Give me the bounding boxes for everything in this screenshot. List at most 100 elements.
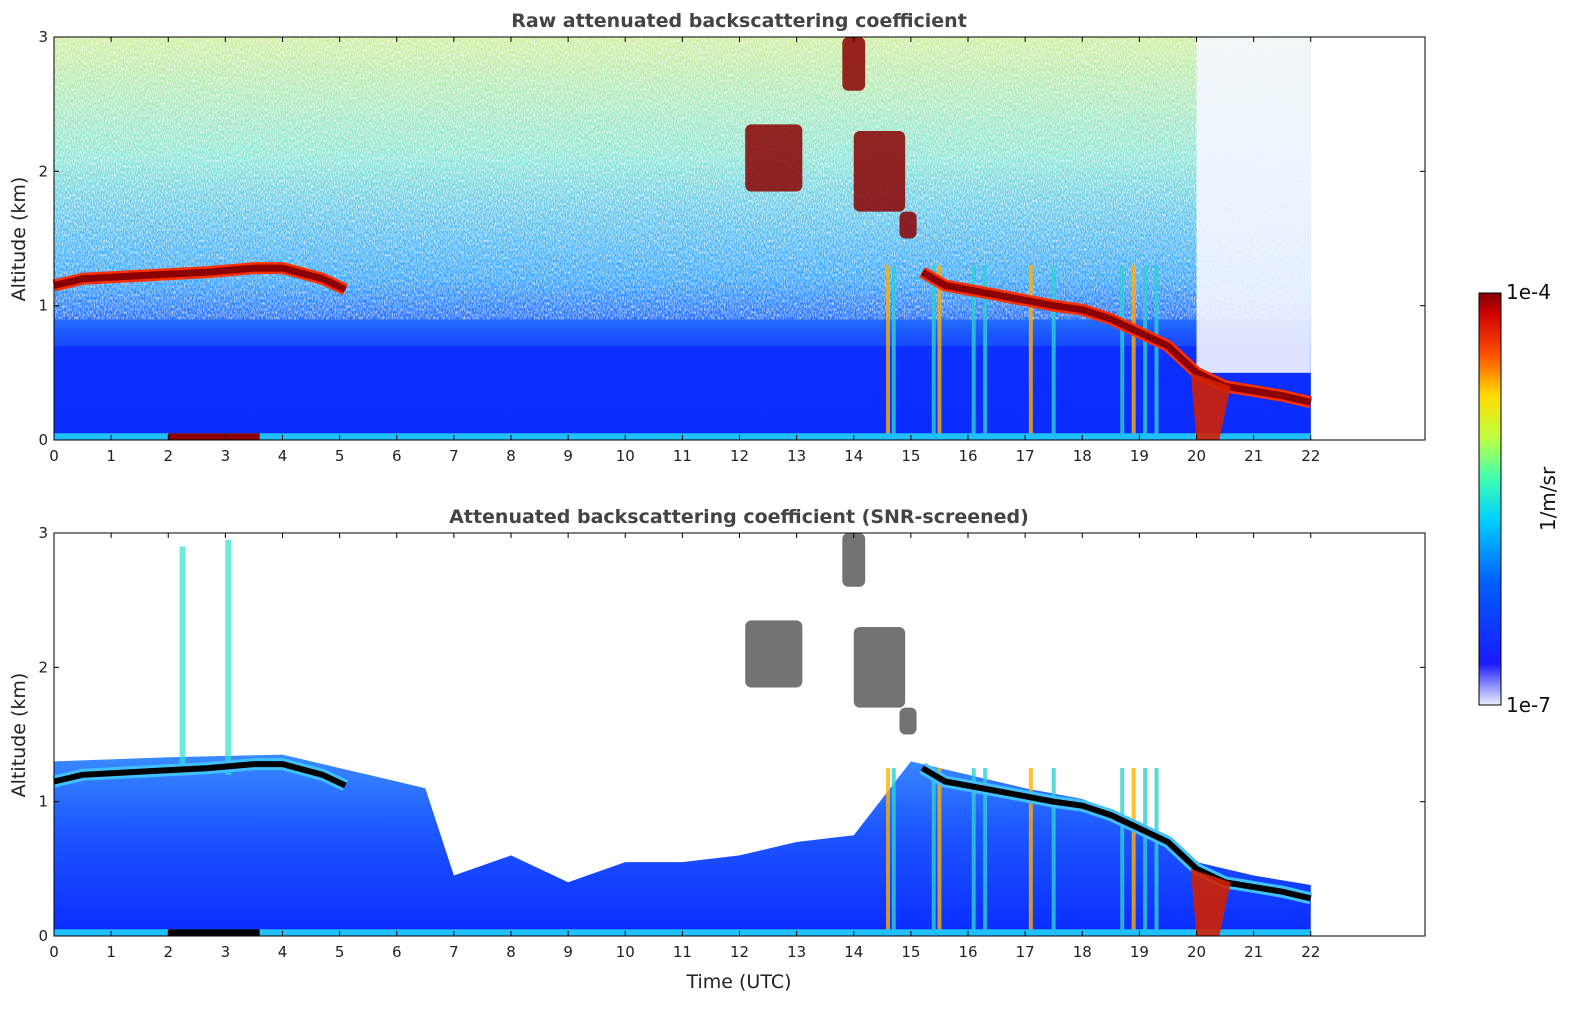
screened-signal-field [54, 754, 1311, 936]
precipitation-streak [983, 768, 988, 936]
y-axis-label-raw: Altitude (km) [8, 177, 30, 302]
cloud-feature [899, 707, 917, 735]
x-tick-label: 5 [335, 943, 345, 961]
x-tick-label: 3 [221, 447, 231, 465]
screened-backscatter-panel: Attenuated backscattering coefficient (S… [8, 506, 1426, 993]
y-tick-label: 0 [38, 927, 48, 945]
x-tick-label: 15 [901, 447, 920, 465]
y-tick-label: 1 [38, 297, 48, 315]
cloud-feature [899, 211, 917, 239]
x-tick-label: 19 [1130, 447, 1149, 465]
cloud-base-layer [920, 269, 1312, 406]
colorbar: 1e-4 1e-7 1/m/sr [1478, 280, 1560, 717]
precipitation-streak [1131, 768, 1136, 936]
precipitation-streak [1154, 768, 1159, 936]
x-tick-label: 0 [49, 943, 59, 961]
x-tick-label: 8 [506, 447, 516, 465]
precipitation-streak [983, 265, 988, 440]
x-tick-label: 17 [1016, 943, 1035, 961]
precipitation-streak [1051, 265, 1056, 440]
x-tick-label: 19 [1130, 943, 1149, 961]
x-tick-label: 22 [1301, 447, 1320, 465]
y-tick-label: 1 [38, 793, 48, 811]
cloud-feature [853, 627, 906, 708]
precipitation-streak [937, 265, 942, 440]
x-tick-label: 2 [163, 943, 173, 961]
cloud-base-layer [53, 761, 347, 789]
colorbar-min-label: 1e-7 [1506, 693, 1551, 717]
raw-clear-region [1196, 37, 1311, 373]
x-tick-label: 14 [844, 943, 863, 961]
x-tick-label: 10 [616, 943, 635, 961]
x-tick-label: 4 [278, 447, 288, 465]
x-tick-label: 13 [787, 943, 806, 961]
precipitation-streak [1051, 768, 1056, 936]
precipitation-streak [971, 768, 976, 936]
precipitation-streak [1120, 265, 1125, 440]
x-tick-label: 18 [1073, 447, 1092, 465]
x-tick-label: 8 [506, 943, 516, 961]
precipitation-streak [931, 265, 936, 440]
x-tick-label: 12 [730, 943, 749, 961]
x-tick-label: 13 [787, 447, 806, 465]
y-axis-screened: 0 1 2 3 [38, 524, 1425, 945]
x-tick-label: 1 [106, 447, 116, 465]
precipitation-streak [1143, 768, 1148, 936]
colorbar-gradient [1478, 292, 1502, 706]
cloud-base-layer [920, 765, 1312, 902]
x-tick-label: 17 [1016, 447, 1035, 465]
x-tick-label: 4 [278, 943, 288, 961]
x-tick-label: 18 [1073, 943, 1092, 961]
surface-fog-patch [168, 433, 260, 440]
x-tick-label: 20 [1187, 943, 1206, 961]
raw-aerosol-layer [54, 345, 1311, 440]
x-axis-screened: 0 1 2 3 4 5 6 7 8 9 10 11 12 13 14 15 16 17 18 19 20 21 22 [49, 533, 1320, 961]
x-tick-label: 11 [673, 943, 692, 961]
precipitation-streak [1131, 265, 1136, 440]
y-tick-label: 0 [38, 431, 48, 449]
precipitation-streak [937, 768, 942, 936]
x-tick-label: 15 [901, 943, 920, 961]
chart-title-screened: Attenuated backscattering coefficient (S… [449, 506, 1029, 528]
y-axis-raw: 0 1 2 3 [38, 28, 1425, 449]
precipitation-streak [886, 265, 891, 440]
colorbar-max-label: 1e-4 [1506, 280, 1551, 304]
aerosol-plume [179, 546, 186, 775]
chart-title-raw: Raw attenuated backscattering coefficien… [511, 10, 967, 32]
cloud-feature [842, 533, 866, 587]
cloud-feature [842, 37, 866, 91]
x-tick-label: 20 [1187, 447, 1206, 465]
precipitation-streak [1120, 768, 1125, 936]
y-tick-label: 2 [38, 162, 48, 180]
x-tick-label: 7 [449, 447, 459, 465]
x-tick-label: 5 [335, 447, 345, 465]
x-tick-label: 22 [1301, 943, 1320, 961]
x-tick-label: 16 [958, 447, 977, 465]
x-tick-label: 0 [49, 447, 59, 465]
precipitation-streak [1143, 265, 1148, 440]
x-axis-raw: 0 1 2 3 4 5 6 7 8 9 10 11 12 13 14 15 16 17 18 19 20 21 22 [49, 37, 1320, 465]
x-tick-label: 7 [449, 943, 459, 961]
x-tick-label: 9 [563, 943, 573, 961]
rain-shaft [1190, 372, 1231, 440]
cloud-base-layer [53, 264, 347, 293]
precipitation-streak [1028, 768, 1033, 936]
x-tick-label: 6 [392, 447, 402, 465]
x-tick-label: 10 [616, 447, 635, 465]
x-tick-label: 1 [106, 943, 116, 961]
cloud-feature [853, 131, 906, 212]
precipitation-streak [891, 265, 896, 440]
y-axis-label-screened: Altitude (km) [8, 673, 30, 798]
cloud-feature [745, 124, 803, 192]
screened-heatmap-area [52, 533, 1313, 936]
precipitation-streak [1154, 265, 1159, 440]
precipitation-streak [891, 768, 896, 936]
x-tick-label: 2 [163, 447, 173, 465]
x-tick-label: 21 [1244, 943, 1263, 961]
x-tick-label: 16 [958, 943, 977, 961]
precipitation-streak [886, 768, 891, 936]
precipitation-streak [971, 265, 976, 440]
precipitation-streak [931, 768, 936, 936]
x-tick-label: 21 [1244, 447, 1263, 465]
